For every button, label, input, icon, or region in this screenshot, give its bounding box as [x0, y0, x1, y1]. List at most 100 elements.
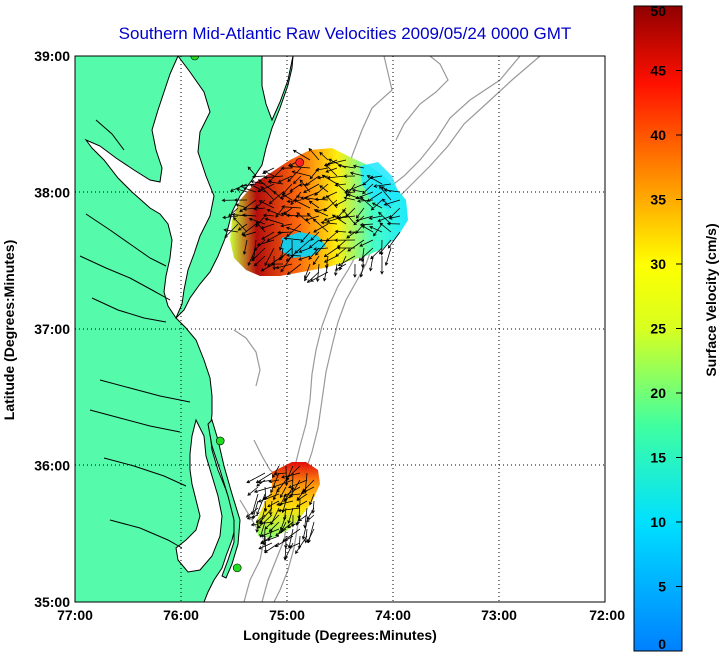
velocity-arrow	[295, 500, 308, 508]
velocity-arrow	[309, 271, 329, 282]
velocity-arrow	[275, 263, 293, 270]
velocity-arrow	[266, 208, 284, 217]
velocity-arrow	[267, 180, 284, 185]
colorbar-tick-label: 40	[650, 127, 666, 143]
velocity-arrow	[260, 535, 280, 544]
colorbar-tick-label: 45	[650, 63, 666, 79]
y-tick-label: 36:00	[34, 458, 70, 474]
velocity-arrow	[323, 199, 338, 212]
velocity-arrow	[288, 542, 301, 549]
velocity-arrow	[323, 247, 338, 258]
velocity-arrow	[287, 507, 294, 524]
velocity-arrow	[248, 217, 266, 225]
velocity-arrow	[295, 535, 308, 555]
y-tick-label: 38:00	[34, 185, 70, 201]
velocity-arrow	[387, 231, 401, 249]
velocity-arrow	[242, 207, 257, 211]
velocity-arrow	[263, 175, 284, 180]
radar-station-marker	[295, 158, 305, 167]
velocity-arrow	[247, 166, 257, 177]
velocity-arrow	[277, 507, 301, 513]
velocity-arrow	[301, 521, 308, 540]
velocity-arrow	[304, 271, 311, 282]
velocity-arrow	[291, 170, 311, 177]
velocity-arrow	[261, 231, 275, 240]
colorbar-tick-label: 20	[650, 385, 666, 401]
outer-banks	[207, 419, 241, 579]
velocity-arrow	[273, 472, 287, 476]
velocity-arrow	[320, 220, 338, 225]
velocity-arrow	[378, 185, 392, 201]
velocity-arrow	[369, 226, 383, 233]
velocity-arrow	[251, 247, 266, 262]
velocity-arrow	[249, 183, 266, 193]
pamlico-sound	[175, 418, 223, 573]
velocity-arrow	[347, 239, 365, 252]
velocity-arrow	[279, 239, 284, 251]
velocity-arrow	[343, 174, 356, 178]
velocity-arrow	[313, 247, 329, 251]
velocity-arrow	[276, 479, 287, 493]
velocity-arrow	[260, 223, 275, 230]
velocity-arrow	[239, 199, 257, 213]
velocity-arrow	[343, 196, 356, 201]
velocity-arrow	[258, 200, 275, 209]
velocity-arrow	[308, 247, 320, 260]
velocity-arrow	[298, 247, 311, 253]
velocity-arrow	[281, 193, 293, 201]
velocity-arrow	[296, 212, 311, 225]
velocity-arrow	[287, 167, 302, 183]
velocity-arrow	[247, 247, 257, 266]
velocity-arrow	[292, 149, 311, 161]
delaware-bay	[261, 56, 294, 122]
velocity-arrow	[346, 231, 356, 239]
velocity-arrow	[323, 255, 338, 263]
velocity-arrow	[272, 486, 280, 501]
velocity-arrow	[241, 213, 257, 217]
velocity-arrow	[297, 493, 308, 501]
y-axis-label: Latitude (Degrees:Minutes)	[1, 240, 17, 420]
velocity-arrow	[272, 465, 280, 479]
velocity-arrow	[242, 239, 248, 255]
velocity-arrow	[288, 479, 308, 489]
velocity-arrow	[304, 175, 320, 186]
velocity-arrow	[366, 175, 383, 185]
velocity-arrow	[378, 211, 392, 225]
velocity-arrow	[268, 479, 280, 484]
velocity-arrow	[242, 231, 257, 237]
velocity-arrow	[280, 166, 293, 170]
velocity-arrow	[352, 164, 365, 169]
radar-stations	[190, 56, 305, 573]
velocity-arrow	[279, 486, 287, 499]
colorbar	[633, 5, 683, 652]
radar-station-marker	[232, 563, 242, 573]
velocity-arrow	[366, 191, 383, 202]
velocity-arrow	[373, 183, 392, 188]
velocity-arrow	[337, 215, 356, 220]
x-tick-label: 76:00	[163, 607, 199, 623]
velocity-arrow	[281, 205, 302, 209]
velocity-arrow	[334, 263, 347, 271]
velocity-arrow	[334, 199, 347, 207]
velocity-arrow	[247, 486, 259, 496]
velocity-arrow	[233, 198, 248, 202]
velocity-arrow	[300, 231, 311, 243]
velocity-arrow	[294, 214, 311, 218]
velocity-arrow	[388, 215, 401, 220]
velocity-arrow	[253, 207, 266, 211]
velocity-arrow	[298, 183, 311, 187]
velocity-arrow	[315, 239, 329, 256]
velocity-arrow	[260, 186, 275, 201]
velocity-arrow	[335, 182, 347, 193]
velocity-arrow	[305, 514, 315, 523]
velocity-arrow	[278, 247, 293, 261]
velocity-arrow	[358, 247, 374, 262]
velocity-arrow	[306, 528, 315, 544]
velocity-arrow	[337, 255, 356, 267]
x-tick-label: 75:00	[269, 607, 305, 623]
velocity-arrow	[318, 238, 338, 243]
velocity-arrow	[379, 222, 392, 233]
velocity-arrow	[370, 247, 383, 260]
velocity-arrow	[257, 493, 280, 503]
